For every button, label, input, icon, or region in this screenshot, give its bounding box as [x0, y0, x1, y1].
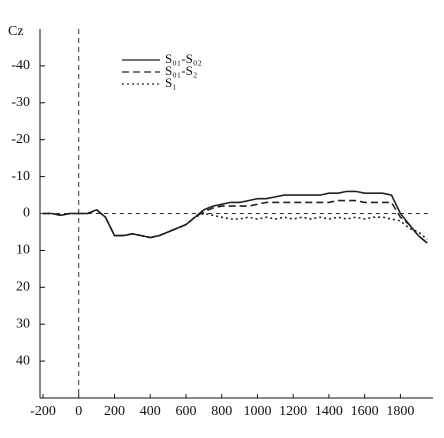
x-tick-label: 400	[140, 404, 161, 419]
x-tick-label: 1600	[351, 404, 379, 419]
y-axis-label: Cz	[8, 24, 24, 39]
series-line	[43, 199, 428, 244]
x-tick-label: 800	[211, 404, 232, 419]
legend-label: S₀₁-S₂	[165, 63, 197, 78]
y-tick-label: -10	[11, 169, 30, 184]
x-tick-label: 1400	[315, 404, 343, 419]
y-tick-label: -30	[11, 95, 30, 110]
x-tick-label: 600	[175, 404, 196, 419]
y-tick-label: 30	[16, 316, 30, 331]
y-tick-label: -20	[11, 132, 30, 147]
series-line	[43, 208, 428, 240]
legend-label: S₀₁-S₀₂	[165, 51, 202, 66]
x-tick-label: 1200	[279, 404, 307, 419]
y-tick-label: 40	[16, 353, 30, 368]
y-tick-label: 10	[16, 243, 30, 258]
y-tick-label: -40	[11, 58, 30, 73]
x-tick-label: 1800	[386, 404, 414, 419]
y-tick-label: 0	[23, 206, 30, 221]
legend-label: S₁	[165, 75, 177, 90]
y-tick-label: 20	[16, 280, 30, 295]
x-tick-label: 200	[104, 404, 125, 419]
x-tick-label: 0	[75, 404, 82, 419]
x-tick-label: -200	[30, 404, 56, 419]
x-tick-label: 1000	[243, 404, 271, 419]
